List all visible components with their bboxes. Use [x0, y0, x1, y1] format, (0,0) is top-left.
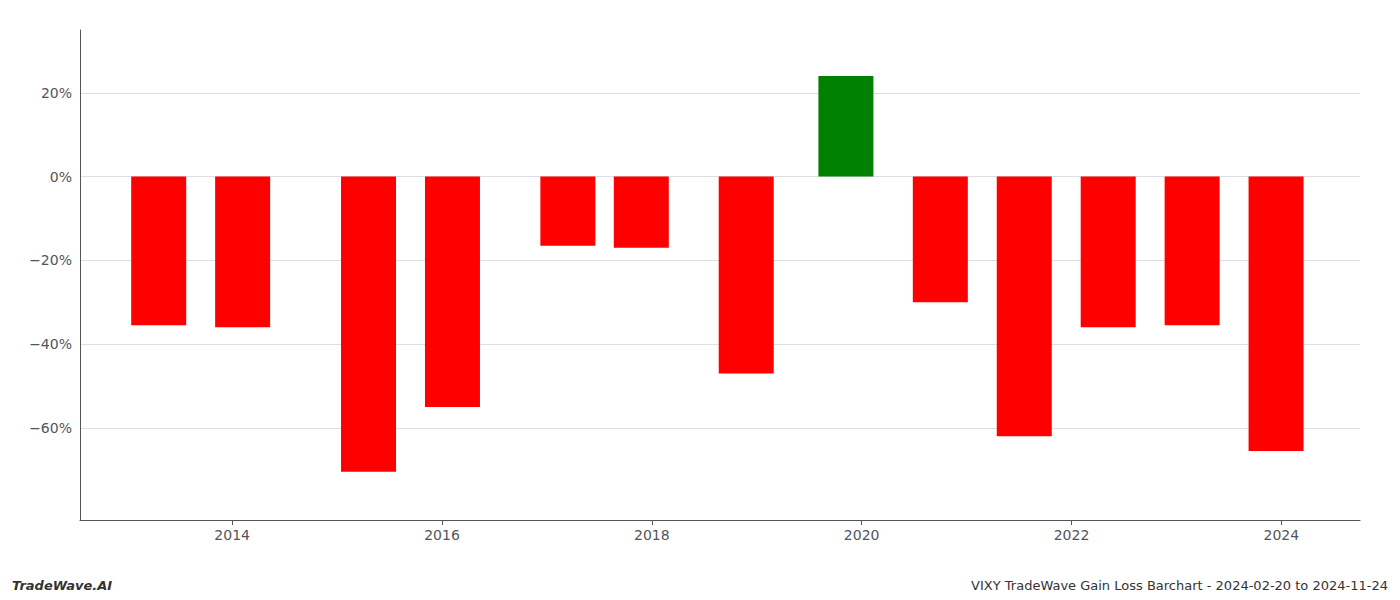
svg-text:2022: 2022 [1054, 527, 1090, 543]
svg-text:−20%: −20% [29, 252, 72, 268]
svg-text:2024: 2024 [1263, 527, 1299, 543]
svg-text:2016: 2016 [424, 527, 460, 543]
svg-text:2018: 2018 [634, 527, 670, 543]
svg-text:TradeWave.AI: TradeWave.AI [12, 578, 112, 593]
svg-text:20%: 20% [41, 85, 72, 101]
svg-text:0%: 0% [50, 169, 72, 185]
svg-text:2014: 2014 [214, 527, 250, 543]
svg-text:2020: 2020 [844, 527, 880, 543]
svg-text:−40%: −40% [29, 336, 72, 352]
svg-text:VIXY TradeWave Gain Loss Barch: VIXY TradeWave Gain Loss Barchart - 2024… [971, 578, 1388, 593]
svg-text:−60%: −60% [29, 420, 72, 436]
